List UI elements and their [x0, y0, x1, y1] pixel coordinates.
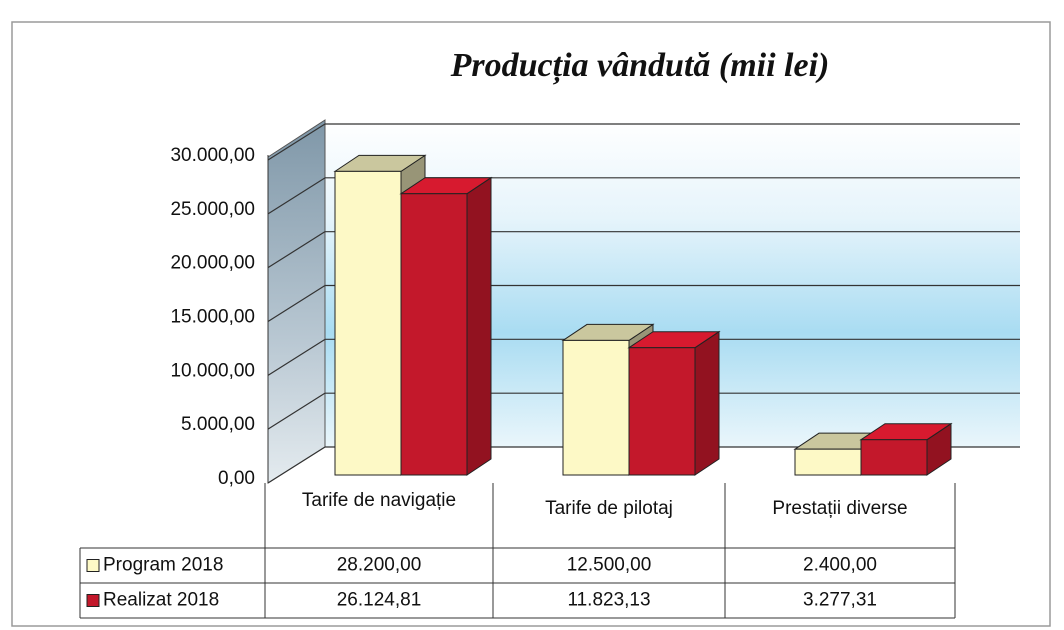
bar-side	[466, 176, 492, 476]
bar	[860, 439, 928, 476]
frame	[11, 21, 1051, 627]
category-cell: Tarife de navigație	[301, 491, 457, 511]
bar	[628, 347, 696, 476]
grid-line	[267, 284, 326, 323]
bar	[562, 339, 630, 476]
grid-line	[267, 338, 326, 376]
chart-title: Producția vândută (mii lei)	[450, 47, 830, 85]
legend-swatch	[86, 594, 100, 607]
category-cell: Tarife de pilotaj	[545, 498, 673, 519]
category-cell: Prestații diverse	[772, 498, 908, 519]
y-tick-label: 10.000,00	[170, 360, 255, 381]
value-label: 2.400,00	[803, 555, 877, 576]
bar	[334, 170, 402, 476]
bar	[794, 448, 862, 476]
x-tick-label: Tarife de pilotaj	[545, 498, 673, 519]
grid-line	[267, 392, 326, 430]
y-tick-label: 15.000,00	[170, 307, 255, 328]
value-label: 12.500,00	[567, 555, 652, 576]
y-tick-label: 30.000,00	[170, 145, 255, 166]
y-tick-label: 0,00	[218, 468, 255, 489]
back-wall	[325, 120, 1020, 447]
y-tick-label: 20.000,00	[170, 253, 255, 274]
grid-line	[267, 123, 326, 161]
grid-line	[267, 177, 326, 215]
legend-swatch	[86, 559, 100, 572]
bar-side	[694, 330, 720, 476]
legend-label: Realizat 2018	[103, 590, 219, 611]
legend-label: Program 2018	[103, 555, 223, 576]
value-label: 3.277,31	[803, 590, 877, 611]
side-wall	[267, 119, 326, 484]
bar	[400, 193, 468, 476]
grid-line	[267, 446, 326, 484]
x-tick-label: Tarife de navigație	[301, 491, 457, 511]
grid-line	[267, 231, 326, 269]
y-tick-label: 5.000,00	[181, 414, 255, 435]
value-label: 28.200,00	[337, 555, 422, 576]
y-tick-label: 25.000,00	[170, 199, 255, 220]
value-label: 11.823,13	[567, 590, 650, 611]
value-label: 26.124,81	[337, 590, 422, 611]
x-tick-label: Prestații diverse	[772, 498, 908, 519]
